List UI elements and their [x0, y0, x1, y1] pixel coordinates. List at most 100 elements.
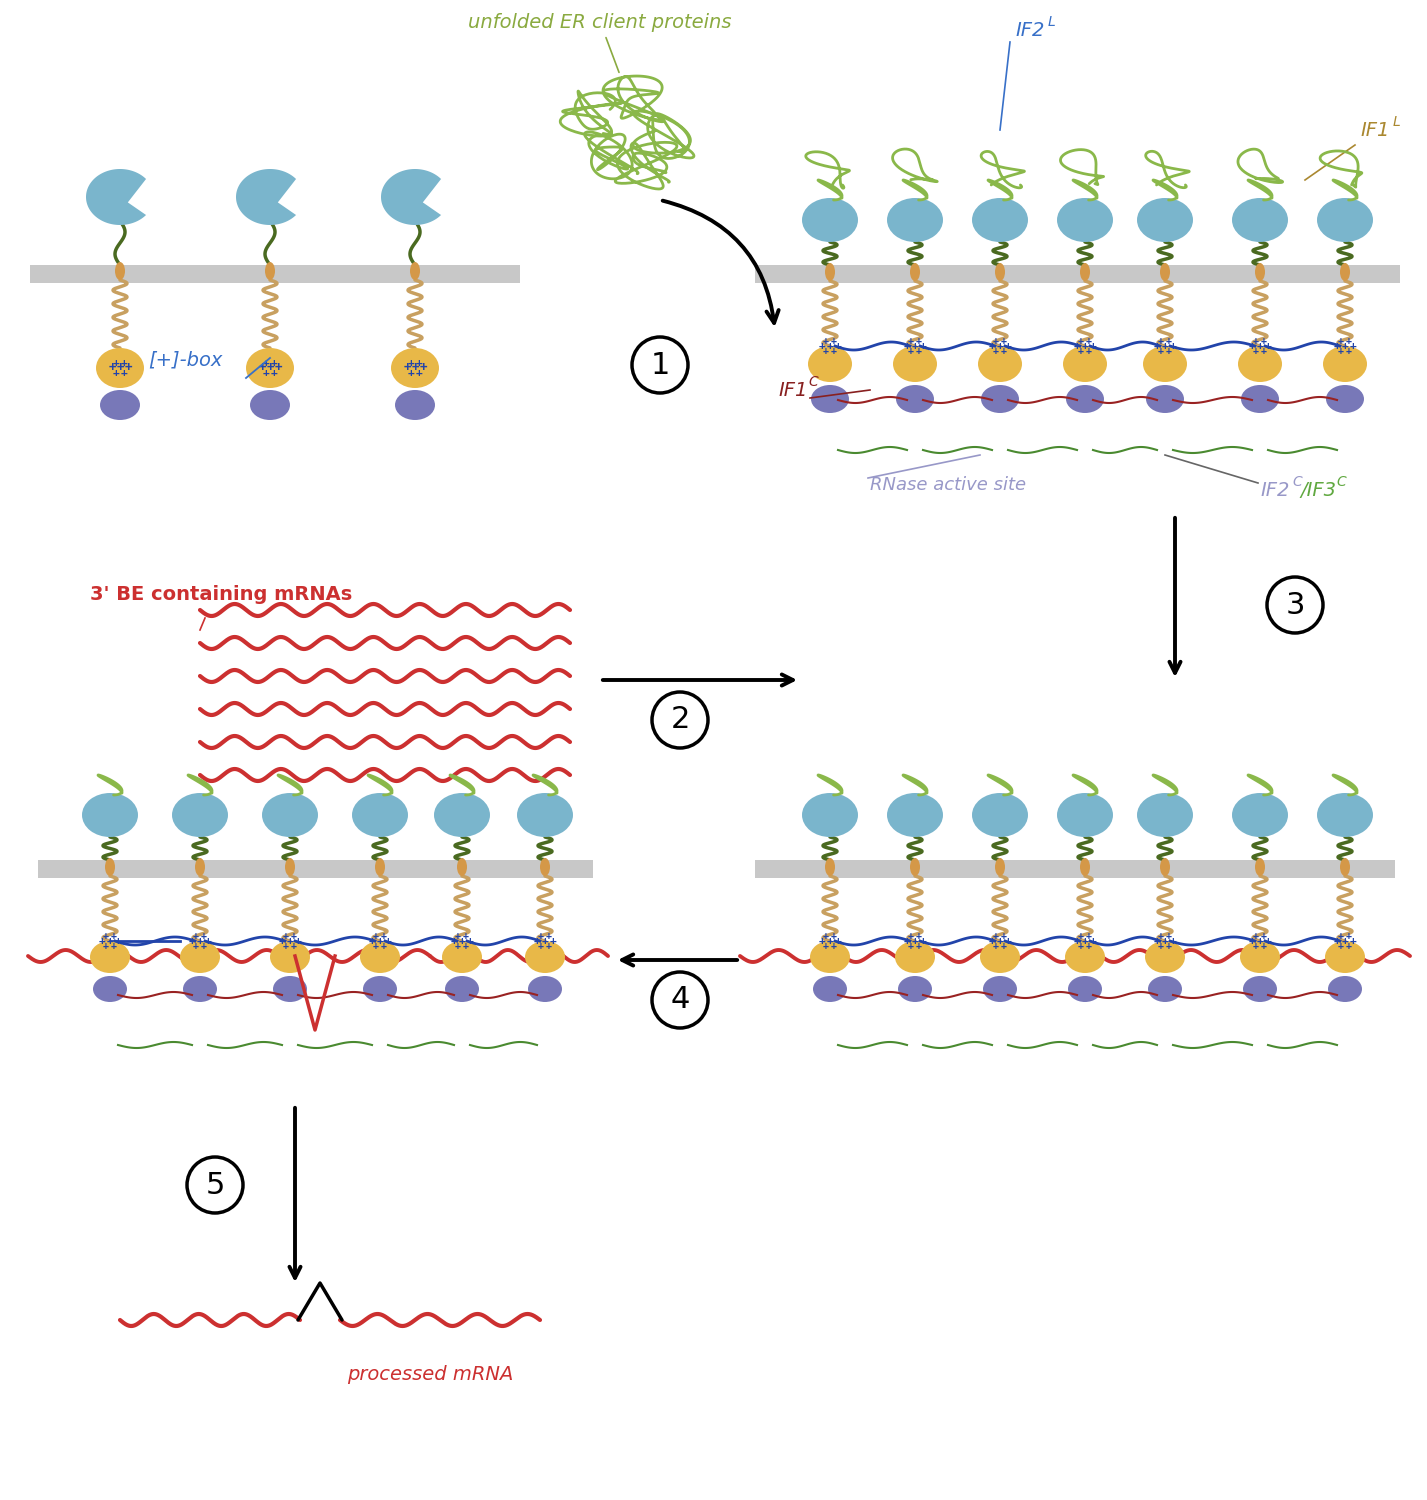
- Circle shape: [187, 1156, 243, 1214]
- Text: +: +: [1159, 346, 1164, 355]
- Text: +: +: [989, 936, 996, 946]
- Polygon shape: [86, 170, 146, 225]
- Text: +: +: [1264, 936, 1271, 946]
- Ellipse shape: [1144, 940, 1184, 974]
- Text: +: +: [113, 358, 120, 368]
- Text: +: +: [193, 940, 198, 951]
- Ellipse shape: [898, 976, 932, 1002]
- Text: +: +: [464, 940, 469, 951]
- Text: +: +: [108, 362, 116, 375]
- Ellipse shape: [895, 940, 935, 974]
- Text: IF2: IF2: [1015, 21, 1045, 39]
- Text: +: +: [831, 932, 838, 940]
- Text: +: +: [1253, 336, 1259, 346]
- Text: +: +: [1162, 936, 1169, 946]
- Text: RNase active site: RNase active site: [870, 476, 1026, 494]
- Text: +: +: [1002, 336, 1007, 346]
- Text: +: +: [124, 362, 131, 375]
- Text: +: +: [404, 362, 411, 375]
- Ellipse shape: [896, 386, 935, 412]
- Text: +: +: [411, 362, 418, 375]
- Text: +: +: [368, 936, 375, 946]
- Ellipse shape: [972, 198, 1027, 242]
- Ellipse shape: [825, 262, 835, 280]
- Text: +: +: [201, 940, 207, 951]
- Bar: [755, 266, 1400, 284]
- Ellipse shape: [1329, 976, 1361, 1002]
- Text: [+]-box: [+]-box: [148, 351, 223, 369]
- Ellipse shape: [811, 386, 849, 412]
- Ellipse shape: [893, 346, 938, 382]
- Text: +: +: [1261, 932, 1267, 940]
- Text: 2: 2: [671, 705, 689, 735]
- Text: +: +: [823, 336, 829, 346]
- Ellipse shape: [270, 940, 310, 974]
- Text: +: +: [1166, 336, 1172, 346]
- Ellipse shape: [245, 348, 294, 388]
- Text: C: C: [1336, 476, 1346, 489]
- Ellipse shape: [285, 858, 295, 876]
- Ellipse shape: [1323, 346, 1367, 382]
- Text: +: +: [916, 346, 922, 355]
- Text: +: +: [1005, 340, 1012, 351]
- Text: +: +: [1166, 932, 1172, 940]
- Ellipse shape: [995, 262, 1005, 280]
- Text: +: +: [1077, 336, 1085, 346]
- Ellipse shape: [977, 346, 1022, 382]
- Polygon shape: [381, 170, 441, 225]
- Text: +: +: [283, 932, 288, 940]
- Text: +: +: [1086, 346, 1092, 355]
- Ellipse shape: [980, 386, 1019, 412]
- Text: +: +: [263, 368, 270, 378]
- Text: +: +: [372, 932, 380, 940]
- Text: +: +: [993, 932, 999, 940]
- Text: +: +: [1082, 936, 1089, 946]
- Ellipse shape: [1067, 976, 1102, 1002]
- Text: +: +: [1077, 346, 1085, 355]
- Ellipse shape: [1160, 858, 1170, 876]
- Text: +: +: [916, 932, 922, 940]
- Ellipse shape: [362, 976, 397, 1002]
- Ellipse shape: [1254, 858, 1264, 876]
- Ellipse shape: [888, 198, 943, 242]
- Bar: [39, 859, 594, 877]
- Text: +: +: [1334, 340, 1340, 351]
- Ellipse shape: [100, 390, 140, 420]
- Text: +: +: [1166, 940, 1172, 951]
- Text: +: +: [908, 336, 913, 346]
- Ellipse shape: [1057, 794, 1113, 837]
- Text: unfolded ER client proteins: unfolded ER client proteins: [468, 12, 732, 32]
- Text: +: +: [1350, 340, 1357, 351]
- Ellipse shape: [1080, 858, 1090, 876]
- Text: +: +: [1339, 932, 1344, 940]
- Ellipse shape: [995, 858, 1005, 876]
- Ellipse shape: [1232, 794, 1289, 837]
- Ellipse shape: [173, 794, 228, 837]
- Ellipse shape: [442, 940, 482, 974]
- Text: +: +: [467, 936, 474, 946]
- Text: +: +: [542, 936, 548, 946]
- Text: 3: 3: [1286, 591, 1304, 620]
- Text: +: +: [996, 936, 1003, 946]
- Ellipse shape: [910, 858, 920, 876]
- Text: +: +: [283, 940, 288, 951]
- Text: +: +: [197, 936, 204, 946]
- Ellipse shape: [410, 262, 420, 280]
- Text: +: +: [287, 936, 294, 946]
- Text: +: +: [534, 936, 541, 946]
- Circle shape: [652, 692, 708, 748]
- Ellipse shape: [1340, 858, 1350, 876]
- Text: +: +: [455, 932, 461, 940]
- Text: +: +: [271, 358, 277, 368]
- Ellipse shape: [1065, 940, 1104, 974]
- Text: +: +: [1257, 340, 1263, 351]
- Text: +: +: [408, 368, 414, 378]
- Text: L: L: [1393, 116, 1401, 129]
- Ellipse shape: [1147, 976, 1182, 1002]
- Text: +: +: [1002, 940, 1007, 951]
- Text: +: +: [989, 340, 996, 351]
- Text: +: +: [549, 936, 557, 946]
- Text: +: +: [1264, 340, 1271, 351]
- Text: IF1: IF1: [778, 381, 808, 399]
- Ellipse shape: [1254, 262, 1264, 280]
